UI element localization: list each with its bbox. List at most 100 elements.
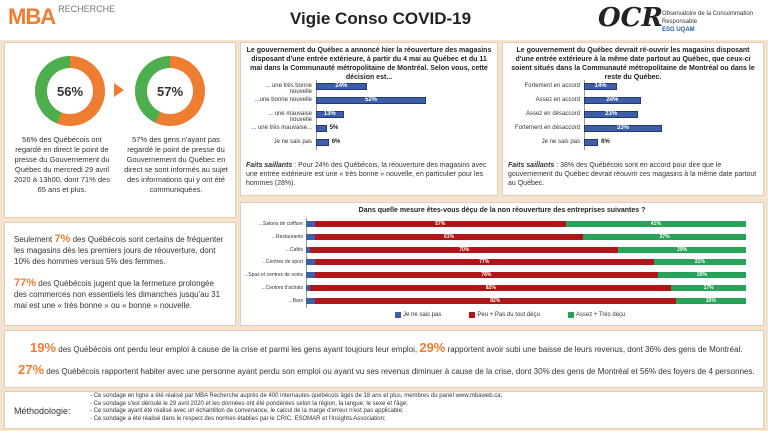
stat-line: 27% des Québécois rapportent habiter ave… bbox=[18, 362, 755, 377]
chart-legend: Je ne sais pas Peu + Pas du tout déçu Asse… bbox=[395, 312, 695, 318]
bar-value-label: 13% bbox=[323, 111, 336, 117]
category-label: Assez en désaccord bbox=[525, 111, 580, 117]
bar-segment: 20% bbox=[658, 272, 746, 279]
bar-segment: 21% bbox=[653, 259, 746, 266]
bar-value-label: 24% bbox=[335, 83, 348, 89]
bar-value-label: 6% bbox=[601, 139, 610, 145]
bar-segment: 37% bbox=[583, 233, 746, 240]
bar-segment: 16% bbox=[675, 297, 746, 304]
legend-entry: Peu + Pas du tout déçu bbox=[469, 312, 540, 318]
bar bbox=[316, 125, 327, 132]
category-label: ...Cafés bbox=[285, 246, 303, 253]
legend-swatch bbox=[567, 312, 574, 318]
stacked-bar: 61% 37% bbox=[306, 233, 746, 240]
legend-label: Je ne sais pas bbox=[403, 312, 442, 318]
stacked-bar: 78% 20% bbox=[306, 272, 746, 279]
bar-value-label: 14% bbox=[594, 83, 607, 89]
category-label: ...Centres de sport bbox=[261, 259, 303, 266]
bar bbox=[316, 97, 426, 104]
stacked-bar: 70% 29% bbox=[306, 246, 746, 253]
category-label: Fortement en désaccord bbox=[514, 125, 580, 131]
bar-segment bbox=[306, 259, 315, 266]
bar-segment: 29% bbox=[618, 246, 746, 253]
bar-value-label: 5% bbox=[329, 125, 339, 131]
bar-segment: 70% bbox=[310, 246, 619, 253]
chart-title: Le gouvernement du Québec devrait ré-ouv… bbox=[511, 47, 755, 81]
stat-line: 19% des Québécois ont perdu leur emploi … bbox=[30, 340, 743, 355]
methodology-card bbox=[4, 391, 764, 429]
category-label: ... une très bonne nouvelle bbox=[265, 83, 312, 95]
stacked-bar: 77% 21% bbox=[306, 259, 746, 266]
methodology-item: - Ce sondage ayant été réalisé avec un é… bbox=[90, 408, 404, 415]
legend-entry: Assez + Très déçu bbox=[567, 312, 626, 318]
legend-label: Assez + Très déçu bbox=[575, 312, 626, 318]
category-label: ... une très mauvaise... bbox=[251, 125, 312, 131]
bar-segment bbox=[306, 221, 315, 227]
legend-label: Peu + Pas du tout déçu bbox=[477, 312, 540, 318]
bar-segment bbox=[306, 246, 311, 253]
methodology-label: Méthodologie: bbox=[14, 406, 71, 416]
category-label: ...Spas et centres de soins bbox=[244, 272, 303, 279]
stacked-bar-chart: ...Salons de coiffure 57% 41% ...Restaurant… bbox=[244, 218, 760, 308]
chart-note: Faits saillants : Pour 24% des Québécois… bbox=[246, 162, 487, 187]
bar bbox=[584, 97, 641, 104]
arrow-icon bbox=[114, 83, 124, 97]
methodology-item: - Ce sondage s'est déroulé le 29 avril 2… bbox=[90, 400, 408, 407]
bar-segment: 78% bbox=[314, 272, 658, 279]
bar bbox=[584, 111, 639, 118]
donut-value: 57% bbox=[147, 68, 193, 114]
bar-chart-same-date: Fortement en accord 14% Assez en accord 24%… bbox=[506, 80, 760, 152]
bar bbox=[584, 83, 618, 90]
bar-segment: 61% bbox=[314, 233, 584, 240]
bar bbox=[316, 83, 367, 90]
stat-paragraph: 77% des Québécois jugent que la fermetur… bbox=[14, 277, 221, 311]
bar-segment: 82% bbox=[314, 297, 676, 304]
bar bbox=[316, 111, 344, 118]
donut-value: 56% bbox=[47, 68, 93, 114]
stats-card bbox=[4, 222, 236, 326]
category-label: ... une mauvaise nouvelle bbox=[267, 111, 312, 123]
bar-segment bbox=[306, 285, 311, 291]
donut-chart-informed: 57% bbox=[135, 56, 205, 126]
bar-segment bbox=[306, 297, 315, 304]
page-title: Vigie Conso COVID-19 bbox=[290, 9, 472, 28]
header-bar bbox=[0, 0, 768, 40]
bar-segment: 41% bbox=[565, 221, 746, 227]
chart-card-same-date bbox=[502, 42, 764, 196]
category-label: Fortement en accord bbox=[524, 83, 580, 89]
bar bbox=[584, 139, 599, 146]
legend-entry: Je ne sais pas bbox=[395, 312, 441, 318]
chart-card-decision bbox=[240, 42, 498, 196]
stacked-bar: 82% 17% bbox=[306, 285, 746, 291]
category-label: ...Restaurants bbox=[271, 233, 303, 240]
bar-chart-decision: ... une très bonne nouvelle 24% ...une bon… bbox=[244, 80, 494, 152]
legend-swatch bbox=[469, 312, 476, 318]
bar-value-label: 52% bbox=[364, 97, 377, 103]
chart-note: Faits saillants : 38% des Québécois sont… bbox=[508, 162, 757, 187]
bar-segment: 17% bbox=[671, 285, 746, 291]
stacked-bar: 82% 16% bbox=[306, 297, 746, 304]
bar-value-label: 6% bbox=[331, 139, 341, 145]
category-label: ...Centres d'achats bbox=[261, 285, 303, 291]
category-label: Je ne sais pas bbox=[273, 139, 312, 145]
legend-swatch bbox=[395, 312, 401, 318]
stat-paragraph: Seulement 7% des Québécois sont certains… bbox=[14, 233, 224, 267]
ocr-logo: OCR bbox=[598, 3, 663, 33]
donut-caption: 56% des Québécois ont regardé en direct … bbox=[14, 135, 110, 194]
bottom-stats-card bbox=[4, 330, 764, 388]
ocr-subtitle: Observatoire de la Consommation Responsa… bbox=[662, 11, 754, 33]
bar-segment: 77% bbox=[314, 259, 654, 266]
chart-title: Le gouvernement du Québec a annoncé hier… bbox=[246, 47, 492, 81]
bar-segment bbox=[306, 272, 315, 279]
bar-segment: 57% bbox=[314, 221, 566, 227]
bar-value-label: 33% bbox=[616, 125, 629, 131]
category-label: Assez en accord bbox=[535, 97, 580, 103]
bar-value-label: 24% bbox=[606, 97, 619, 103]
category-label: ...une bonne nouvelle bbox=[254, 97, 312, 103]
bar-value-label: 23% bbox=[605, 111, 618, 117]
methodology-item: - Ce sondage a été réalisé dans le respe… bbox=[90, 415, 386, 422]
methodology-list: - Ce sondage en ligne a été réalisé par … bbox=[90, 393, 760, 423]
donut-caption: 57% des gens n'ayant pas regardé le poin… bbox=[124, 135, 228, 194]
mba-logo: MBA RECHERCHE bbox=[8, 4, 116, 29]
category-label: ...Bars bbox=[288, 297, 303, 304]
